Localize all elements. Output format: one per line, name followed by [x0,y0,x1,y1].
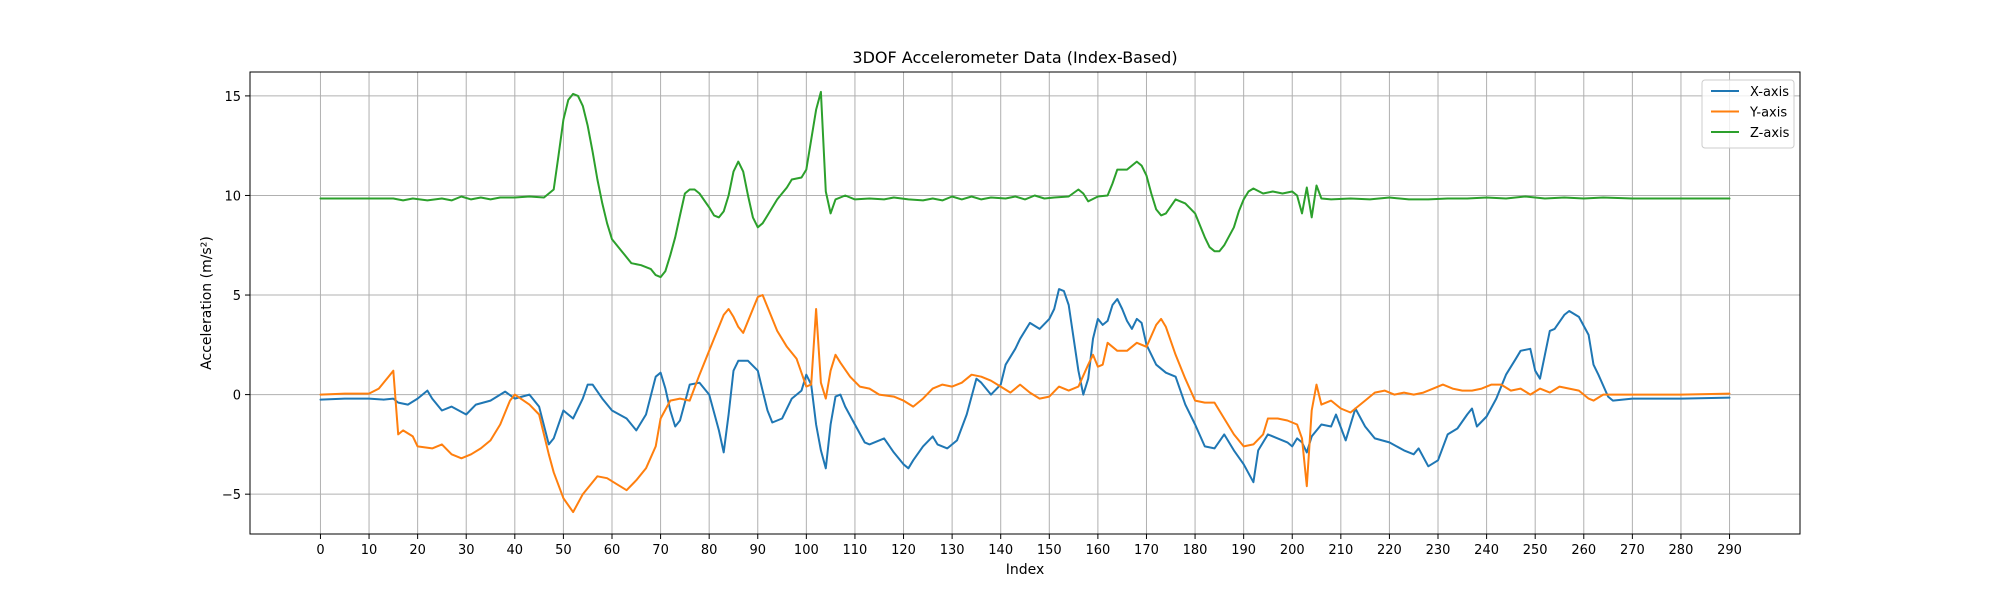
y-tick-label: 5 [233,289,241,304]
x-tick-label: 120 [891,543,916,558]
x-tick-label: 100 [794,543,819,558]
x-tick-label: 240 [1474,543,1499,558]
series-line-z-axis [319,90,1731,279]
y-axis-label: Acceleration (m/s²) [199,236,215,370]
x-tick-label: 40 [507,543,524,558]
x-tick-label: 280 [1669,543,1694,558]
x-tick-label: 60 [604,543,621,558]
x-tick-label: 140 [988,543,1013,558]
series-line-y-axis [319,294,1731,514]
x-axis-label: Index [1006,562,1045,578]
x-tick-label: 220 [1377,543,1402,558]
legend: X-axis Y-axis Z-axis [1701,79,1795,149]
y-tick-label: 0 [233,389,241,404]
y-tick-label: 15 [224,90,241,105]
y-tick-label: 10 [224,189,241,204]
chart-title: 3DOF Accelerometer Data (Index-Based) [852,48,1177,67]
x-tick-label: 230 [1426,543,1451,558]
x-tick-label: 80 [701,543,718,558]
x-tick-label: 290 [1717,543,1742,558]
x-tick-label: 190 [1231,543,1256,558]
x-tick-label: 210 [1328,543,1353,558]
legend-label: X-axis [1750,85,1789,100]
y-tick-label: −5 [222,488,241,503]
x-tick-label: 160 [1085,543,1110,558]
x-tick-label: 170 [1134,543,1159,558]
y-ticks: −5 0 5 10 15 [222,90,250,503]
x-tick-label: 90 [749,543,766,558]
grid [250,72,1800,534]
x-tick-label: 200 [1280,543,1305,558]
x-tick-label: 150 [1037,543,1062,558]
x-tick-label: 20 [409,543,426,558]
x-tick-label: 10 [361,543,378,558]
x-tick-label: 270 [1620,543,1645,558]
legend-label: Y-axis [1749,106,1787,121]
x-tick-label: 110 [843,543,868,558]
x-tick-label: 30 [458,543,475,558]
x-tick-label: 260 [1571,543,1596,558]
x-ticks: 0 10 20 30 40 50 60 70 80 90 100 110 120 130 140 150 160… [316,534,1742,558]
series-layer [319,90,1731,514]
plot-frame [249,71,1801,535]
x-tick-label: 70 [652,543,669,558]
series-line-x-axis [319,288,1731,484]
x-tick-label: 0 [316,543,324,558]
x-tick-label: 250 [1523,543,1548,558]
x-tick-label: 180 [1183,543,1208,558]
x-tick-label: 50 [555,543,572,558]
legend-label: Z-axis [1750,126,1790,141]
x-tick-label: 130 [940,543,965,558]
